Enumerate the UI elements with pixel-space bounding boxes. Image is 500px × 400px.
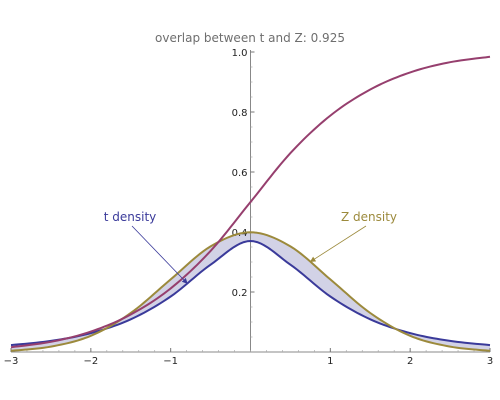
- x-tick-label: −3: [4, 356, 19, 367]
- x-tick-label: −1: [163, 356, 178, 367]
- y-tick-label: 0.2: [232, 288, 248, 299]
- series-lines: [10, 55, 491, 352]
- x-tick-label: 2: [407, 356, 413, 367]
- t-density-line: [10, 240, 491, 347]
- z-density-line: [10, 231, 491, 352]
- annotations: t density Z density: [104, 210, 397, 284]
- x-tick-label: 1: [327, 356, 333, 367]
- cdf-line: [10, 55, 491, 349]
- x-tick-label: 3: [487, 356, 493, 367]
- axes: −3 −2 −1 1 2 30.20.40.60.81.0: [4, 48, 494, 367]
- z-density-arrow: [309, 225, 367, 263]
- y-tick-label: 0.6: [232, 168, 248, 179]
- x-tick-label: −2: [83, 356, 98, 367]
- z-density-label: Z density: [341, 210, 397, 224]
- y-tick-label: 1.0: [232, 48, 248, 59]
- t-density-label: t density: [104, 210, 157, 224]
- t-density-arrow: [131, 225, 188, 284]
- y-tick-label: 0.8: [232, 108, 248, 119]
- chart-title: overlap between t and Z: 0.925: [155, 31, 345, 45]
